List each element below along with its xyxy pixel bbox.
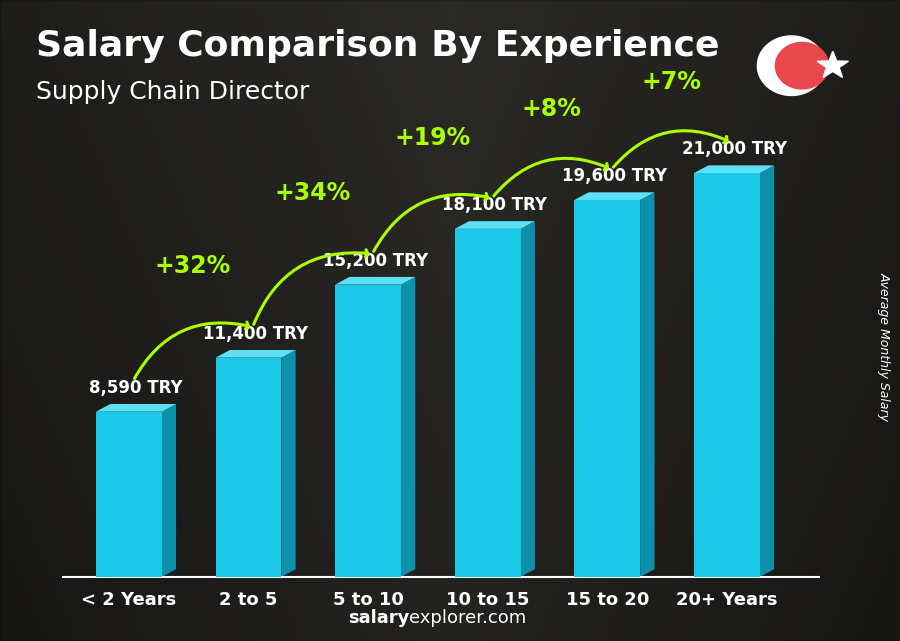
Text: 15,200 TRY: 15,200 TRY (322, 252, 428, 270)
Polygon shape (400, 277, 415, 577)
Text: +34%: +34% (274, 181, 351, 205)
Polygon shape (640, 192, 654, 577)
Text: 11,400 TRY: 11,400 TRY (203, 325, 308, 343)
Bar (574, 200, 640, 577)
Bar (694, 173, 760, 577)
Polygon shape (694, 165, 774, 173)
Polygon shape (96, 404, 176, 412)
Polygon shape (454, 221, 535, 229)
Text: 21,000 TRY: 21,000 TRY (681, 140, 787, 158)
Polygon shape (282, 350, 296, 577)
Bar (215, 358, 282, 577)
Text: Salary Comparison By Experience: Salary Comparison By Experience (36, 29, 719, 63)
Bar (335, 285, 400, 577)
Polygon shape (215, 350, 296, 358)
Text: Supply Chain Director: Supply Chain Director (36, 80, 310, 104)
Text: explorer.com: explorer.com (410, 609, 526, 627)
Polygon shape (162, 404, 176, 577)
Text: +8%: +8% (522, 97, 581, 121)
Text: 19,600 TRY: 19,600 TRY (562, 167, 667, 185)
Polygon shape (760, 165, 774, 577)
Text: salary: salary (348, 609, 410, 627)
Text: Average Monthly Salary: Average Monthly Salary (878, 272, 890, 420)
Polygon shape (817, 51, 849, 78)
Polygon shape (758, 36, 825, 96)
Text: +32%: +32% (155, 254, 231, 278)
Text: 18,100 TRY: 18,100 TRY (442, 196, 547, 214)
Polygon shape (776, 42, 829, 89)
Polygon shape (574, 192, 654, 200)
Text: +7%: +7% (642, 70, 701, 94)
Text: 8,590 TRY: 8,590 TRY (89, 379, 183, 397)
Bar (454, 229, 520, 577)
Polygon shape (520, 221, 535, 577)
Polygon shape (335, 277, 415, 285)
Text: +19%: +19% (394, 126, 471, 149)
Bar (96, 412, 162, 577)
